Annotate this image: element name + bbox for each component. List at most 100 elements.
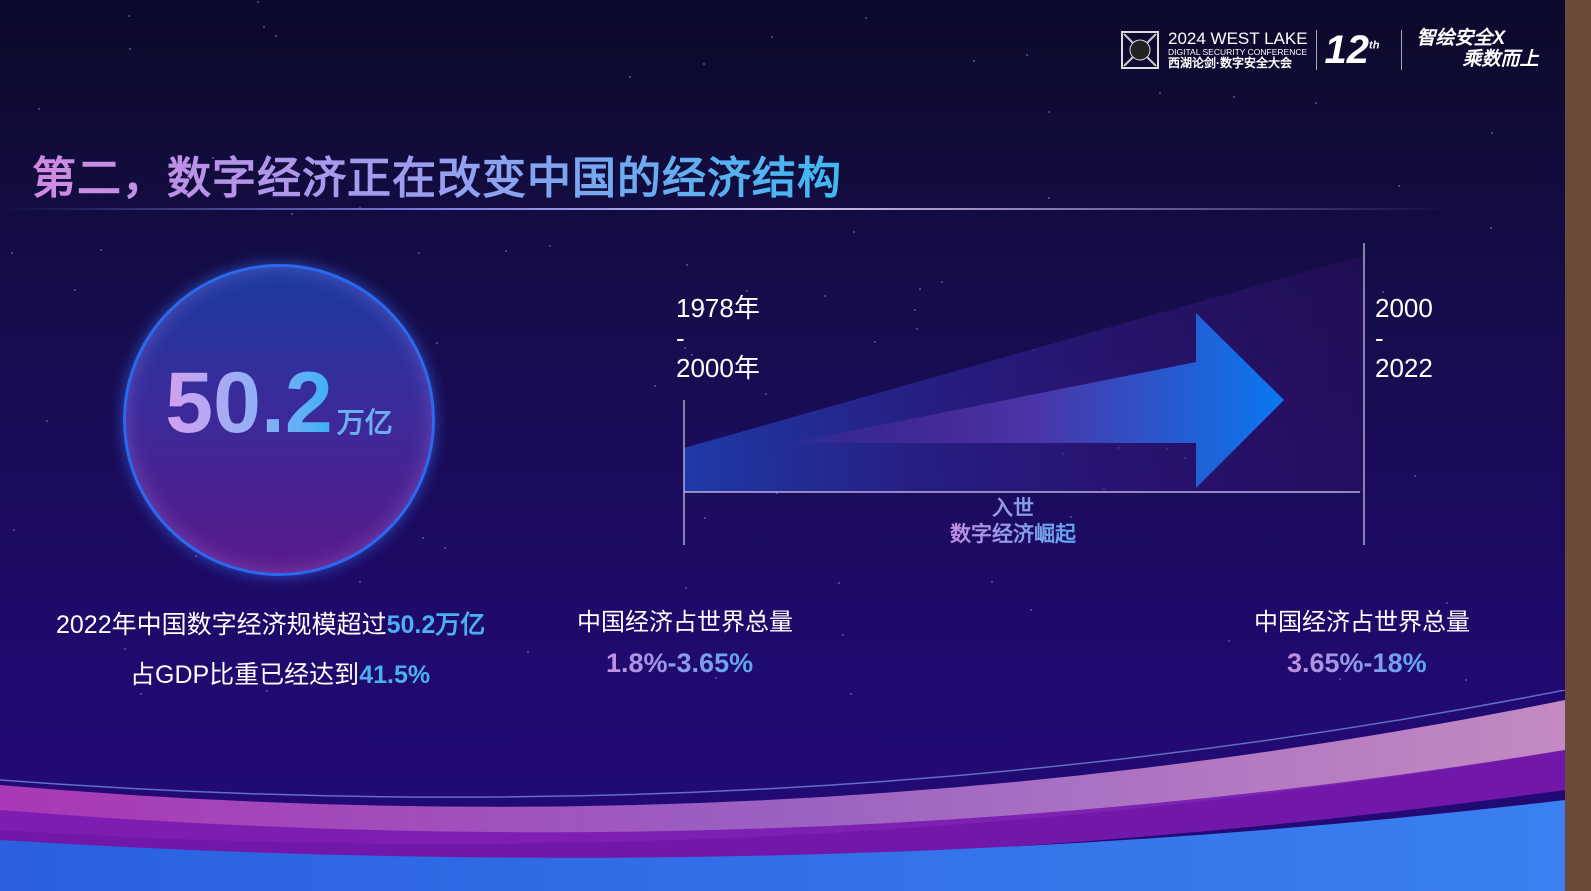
slogan: 智绘安全X 乘数而上 <box>1416 28 1539 70</box>
star <box>842 634 845 637</box>
star <box>416 669 419 672</box>
star <box>734 165 737 168</box>
star <box>704 517 707 520</box>
stat-circle <box>123 264 435 576</box>
star <box>263 26 266 29</box>
period2-years: 2000-2022 <box>1375 293 1433 383</box>
star <box>1490 132 1493 135</box>
stat-caption-2: 占GDP比重已经达到41.5% <box>130 661 431 689</box>
star <box>691 354 694 357</box>
star <box>265 689 268 692</box>
star <box>74 288 77 291</box>
page-title: 第二，数字经济正在改变中国的经济结构 <box>32 142 842 206</box>
star <box>683 347 686 350</box>
star <box>38 108 41 111</box>
star <box>187 629 190 632</box>
star <box>290 212 293 215</box>
star <box>837 581 840 584</box>
star <box>139 693 142 696</box>
star <box>1465 678 1468 681</box>
star <box>195 555 198 558</box>
logo-title: 2024 WEST LAKE <box>1168 29 1308 49</box>
star <box>777 164 780 167</box>
star <box>940 281 943 284</box>
star <box>695 162 698 165</box>
star <box>823 295 826 298</box>
star <box>129 47 132 50</box>
star <box>122 615 125 618</box>
seal-icon <box>1121 31 1159 69</box>
star <box>703 307 706 310</box>
milestone-labels: 入世 数字经济崛起 <box>945 496 1081 548</box>
star <box>770 36 773 39</box>
star <box>180 170 183 173</box>
star <box>127 14 130 17</box>
period1-label: 中国经济占世界总量 <box>577 609 793 636</box>
milestone-digital-rise: 数字经济崛起 <box>950 523 1076 546</box>
star <box>504 250 507 253</box>
period1-years: 1978年 -2000年 <box>676 293 760 383</box>
star <box>654 385 656 388</box>
growth-arrow-diagram <box>683 243 1365 545</box>
conference-logo: 2024 WEST LAKE DIGITAL SECURITY CONFEREN… <box>1120 28 1538 72</box>
star <box>1233 95 1236 98</box>
star <box>629 76 632 79</box>
star <box>684 586 687 589</box>
star <box>1159 92 1162 95</box>
star <box>685 264 688 267</box>
star <box>443 546 446 549</box>
logo-subtitle: DIGITAL SECURITY CONFERENCE <box>1168 47 1308 58</box>
star <box>1025 53 1028 56</box>
star <box>711 610 714 613</box>
star <box>919 287 922 290</box>
star <box>411 165 414 168</box>
star <box>1339 677 1342 680</box>
edition-mark: 12th <box>1324 28 1380 72</box>
stat-figure: 50.2 万亿 <box>123 360 435 446</box>
star <box>1315 101 1318 104</box>
star <box>765 392 768 395</box>
star <box>274 35 277 38</box>
star <box>526 651 529 654</box>
star <box>1228 640 1231 643</box>
star <box>120 616 123 619</box>
star <box>417 251 420 254</box>
star <box>702 63 705 66</box>
star <box>256 0 259 3</box>
star <box>1382 290 1385 293</box>
star <box>715 676 718 679</box>
star <box>776 491 779 494</box>
star <box>853 231 856 234</box>
star <box>1398 185 1401 188</box>
growth-wedge <box>684 255 1365 492</box>
star <box>1048 110 1051 113</box>
star <box>1048 196 1051 199</box>
star <box>973 60 976 63</box>
star <box>874 341 877 344</box>
star <box>1413 474 1416 477</box>
star <box>212 156 215 159</box>
star <box>1030 608 1033 611</box>
period2-value: 3.65%-18% <box>1287 648 1427 678</box>
star <box>10 251 13 254</box>
stat-unit: 万亿 <box>336 407 393 438</box>
star <box>745 290 748 293</box>
star <box>13 529 16 532</box>
star <box>1445 602 1448 605</box>
star <box>1069 516 1072 519</box>
period1-value: 1.8%-3.65% <box>606 648 754 678</box>
star <box>916 328 919 331</box>
star <box>865 16 868 19</box>
star <box>99 248 102 251</box>
period2-label: 中国经济占世界总量 <box>1254 609 1470 636</box>
star <box>850 692 853 695</box>
title-divider <box>0 208 1450 210</box>
stat-caption-1: 2022年中国数字经济规模超过50.2万亿 <box>56 611 486 639</box>
star <box>548 245 551 248</box>
logo-chinese: 西湖论剑·数字安全大会 <box>1168 56 1292 71</box>
star <box>1490 227 1493 230</box>
star <box>990 580 993 583</box>
star <box>358 581 361 584</box>
milestone-wto: 入世 <box>992 497 1034 520</box>
